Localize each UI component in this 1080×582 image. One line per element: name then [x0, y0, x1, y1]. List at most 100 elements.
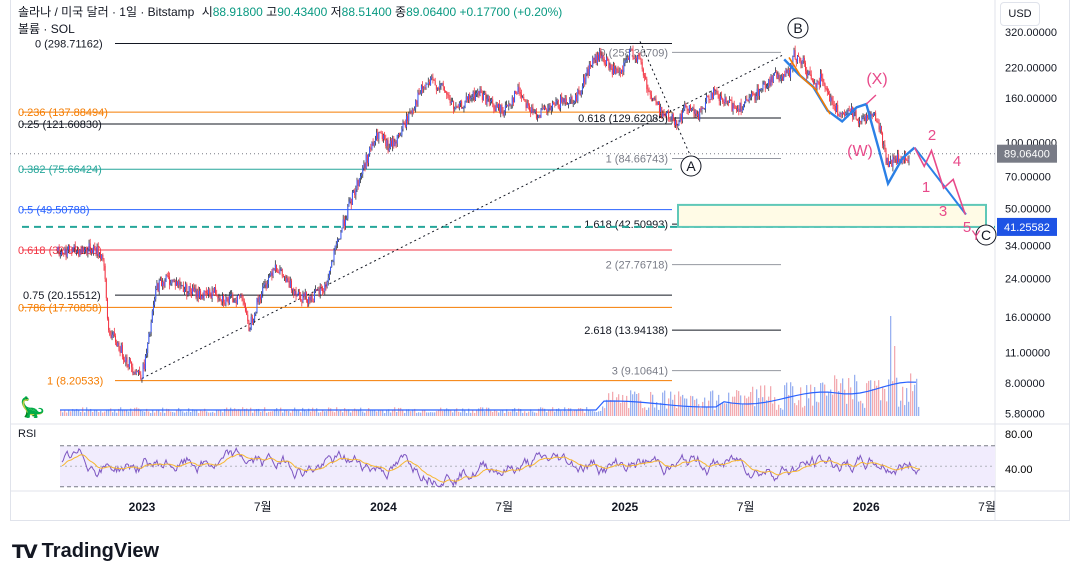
candle-body: [113, 331, 115, 336]
candle-body: [525, 101, 527, 108]
volume-bar: [690, 395, 692, 416]
y-tick-label: 70.00000: [1005, 172, 1051, 184]
fib-extension-label: 0 (258.36709): [600, 47, 669, 59]
volume-bar: [154, 412, 156, 416]
candle-body: [711, 92, 713, 99]
tradingview-logo[interactable]: TV TradingView: [12, 540, 159, 563]
candle-body: [323, 290, 325, 292]
candle-body: [718, 94, 720, 101]
volume-bar: [760, 385, 762, 416]
candle-body: [546, 109, 548, 112]
candle-body: [776, 71, 778, 78]
candle-body: [535, 110, 537, 119]
rsi-title[interactable]: RSI: [18, 428, 37, 440]
volume-bar: [260, 411, 262, 416]
candle-body: [660, 106, 662, 112]
wave-circle: [787, 17, 809, 39]
candle-body: [803, 57, 805, 63]
chart-canvas[interactable]: 320.00000220.00000160.00000100.0000070.0…: [0, 0, 1080, 530]
candle-body: [890, 159, 892, 162]
candle-body: [879, 126, 881, 130]
candle-body: [588, 64, 590, 76]
candle-body: [591, 65, 593, 67]
candle-body: [568, 103, 570, 105]
volume-bar: [224, 409, 226, 416]
candle-body: [125, 357, 127, 362]
volume-bar: [880, 400, 882, 416]
candle-body: [456, 106, 458, 108]
candle-body: [780, 76, 782, 79]
candle-body: [599, 51, 601, 60]
candle-body: [282, 276, 284, 277]
candle-body: [435, 85, 437, 90]
volume-bar: [446, 408, 448, 416]
candle-body: [851, 107, 852, 112]
volume-bar: [138, 408, 140, 416]
candle-body: [775, 71, 777, 73]
candle-body: [892, 156, 894, 167]
volume-bar: [180, 410, 182, 416]
candle-body: [159, 280, 161, 281]
candle-body: [127, 364, 129, 368]
candle-body: [564, 98, 566, 103]
currency-button[interactable]: USD: [1000, 2, 1040, 26]
candle-body: [908, 159, 910, 162]
candle-body: [427, 81, 429, 84]
candle-body: [575, 95, 576, 102]
volume-bar: [892, 381, 894, 416]
candle-body: [693, 107, 695, 114]
candle-body: [78, 250, 80, 256]
symbol-name[interactable]: 솔라나 / 미국 달러 · 1일 · Bitstamp: [18, 5, 195, 19]
candle-body: [340, 232, 342, 239]
volume-bar: [894, 346, 896, 416]
volume-bar: [616, 397, 618, 416]
candle-body: [305, 292, 307, 300]
y-tick-label: 16.00000: [1005, 312, 1051, 324]
candle-body: [203, 290, 205, 299]
candle-body: [813, 80, 815, 84]
volume-bar: [226, 407, 228, 416]
volume-bar: [528, 411, 530, 416]
volume-bar: [204, 408, 206, 416]
candle-body: [226, 297, 228, 299]
candle-body: [670, 119, 672, 121]
candle-body: [334, 245, 336, 251]
candle-body: [580, 90, 582, 95]
candle-body: [184, 289, 185, 293]
volume-legend[interactable]: 볼륨 · SOL: [18, 22, 75, 36]
candle-body: [823, 81, 825, 85]
candle-body: [478, 91, 480, 96]
volume-bar: [916, 378, 918, 416]
volume-bar: [788, 394, 790, 416]
volume-bar: [582, 408, 584, 416]
volume-bar: [132, 411, 134, 416]
candle-body: [515, 91, 517, 94]
volume-bar: [602, 406, 604, 416]
candle-body: [140, 374, 142, 379]
candle-body: [805, 62, 806, 71]
candle-body: [250, 316, 252, 330]
candle-body: [304, 292, 306, 297]
candle-body: [281, 268, 283, 277]
candle-body: [320, 287, 322, 289]
candle-body: [749, 96, 751, 98]
candle-body: [526, 103, 528, 108]
candle-body: [694, 110, 696, 114]
volume-bar: [164, 412, 166, 416]
volume-bar: [426, 412, 428, 416]
volume-bar: [508, 411, 510, 416]
volume-bar: [140, 409, 142, 416]
candle-body: [187, 293, 189, 295]
candle-body: [548, 105, 550, 108]
candle-body: [630, 48, 632, 50]
candle-body: [727, 101, 729, 103]
candle-body: [80, 250, 82, 253]
volume-bar: [88, 410, 90, 416]
volume-bar: [176, 409, 178, 416]
volume-bar: [174, 412, 176, 416]
volume-bar: [646, 409, 648, 416]
candle-body: [204, 290, 206, 292]
candle-body: [194, 288, 196, 292]
projection-pink: [913, 147, 967, 215]
volume-bar: [330, 408, 332, 416]
